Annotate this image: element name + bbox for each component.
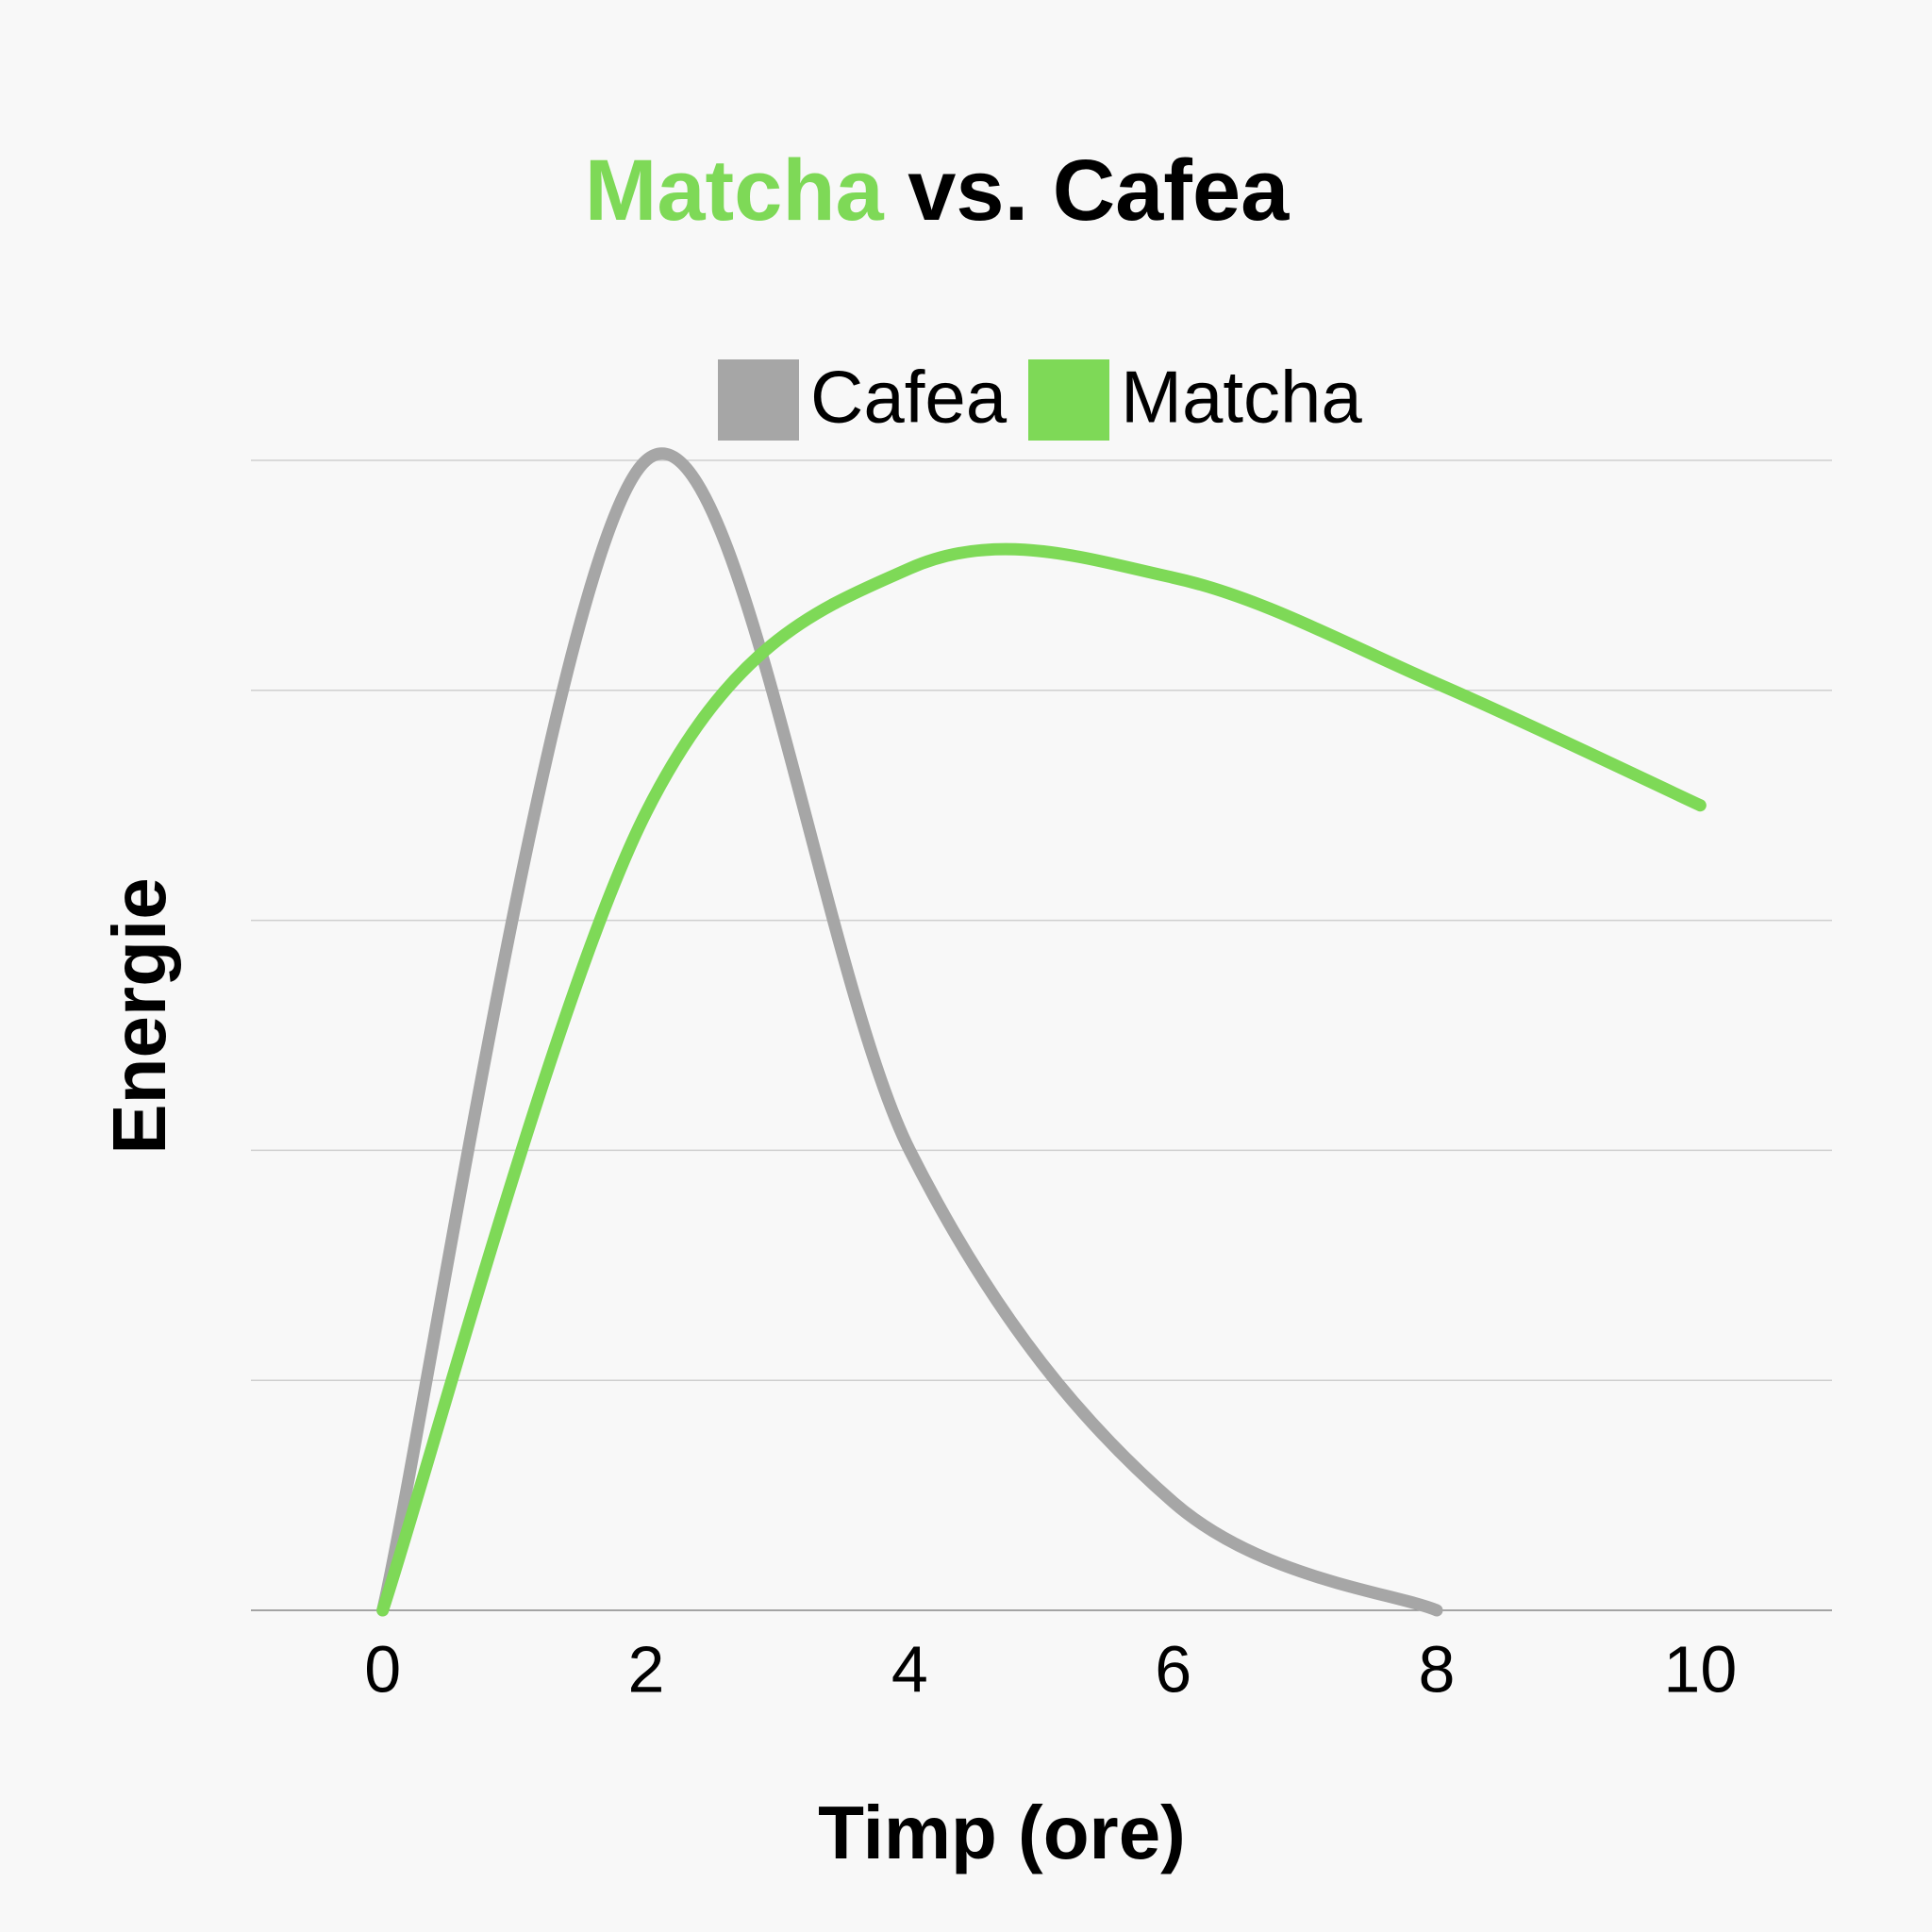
x-tick-label: 0 — [364, 1632, 401, 1706]
x-tick-label: 10 — [1663, 1632, 1737, 1706]
y-axis-title: Energie — [97, 877, 181, 1154]
legend-swatch — [1028, 359, 1109, 441]
legend-label: Matcha — [1121, 356, 1362, 439]
series-line — [376, 542, 1707, 1617]
series-line — [376, 447, 1443, 1617]
x-tick-label: 6 — [1155, 1632, 1191, 1706]
legend-swatch — [718, 359, 799, 441]
chart-title: Matcha vs. Cafea — [585, 142, 1290, 239]
x-tick-label: 2 — [628, 1632, 665, 1706]
x-tick-label: 8 — [1419, 1632, 1456, 1706]
x-axis-title: Timp (ore) — [818, 1790, 1186, 1874]
legend-label: Cafea — [810, 356, 1008, 439]
title-part: Matcha — [585, 142, 885, 239]
title-part: vs. Cafea — [908, 142, 1290, 239]
x-tick-label: 4 — [891, 1632, 928, 1706]
